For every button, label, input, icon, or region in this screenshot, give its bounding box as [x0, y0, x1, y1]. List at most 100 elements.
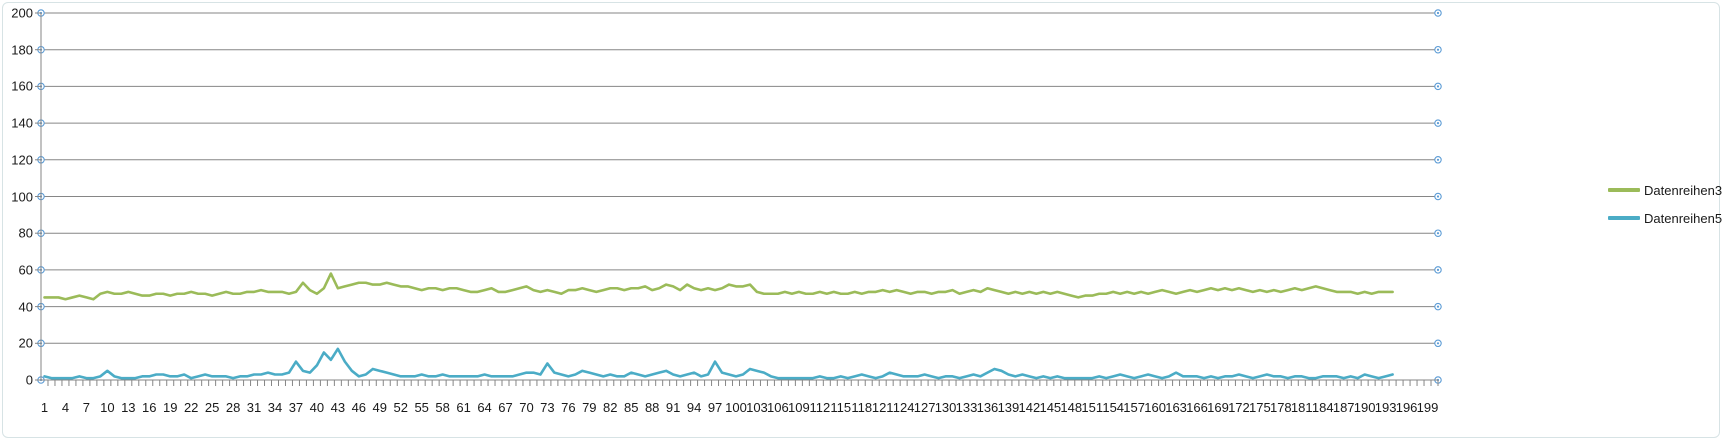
x-axis-tick-label: 28	[225, 400, 241, 415]
series-line-0	[43, 272, 1394, 301]
axis-end-marker-dot	[1436, 232, 1440, 235]
x-axis-tick-label: 178	[1269, 400, 1292, 415]
x-axis-tick-label: 46	[351, 400, 367, 415]
x-axis-tick-label: 85	[623, 400, 639, 415]
axis-end-marker-dot	[1436, 85, 1440, 88]
x-axis-tick-label: 118	[851, 400, 873, 415]
x-axis-tick-label: 136	[976, 400, 999, 415]
x-axis-tick-label: 175	[1249, 400, 1271, 415]
x-axis-tick-label: 73	[540, 400, 555, 415]
x-axis-tick-label: 16	[142, 400, 157, 415]
axis-end-marker-dot	[1436, 195, 1440, 198]
x-axis-tick-label: 166	[1186, 400, 1208, 415]
axis-end-marker-dot	[1436, 305, 1440, 308]
legend-item-label: Datenreihen3	[1644, 182, 1723, 198]
x-axis-tick-label: 88	[644, 400, 660, 415]
x-axis-tick-label: 79	[582, 400, 597, 415]
x-axis-tick-label: 40	[309, 400, 325, 415]
legend-item-0[interactable]: Datenreihen3	[1608, 178, 1722, 202]
x-axis-tick-label: 34	[267, 400, 283, 415]
x-axis-tick-label: 49	[372, 400, 387, 415]
y-axis-tick-label: 200	[11, 5, 33, 21]
x-axis-tick-label: 193	[1374, 400, 1397, 415]
series-line-1	[43, 347, 1394, 380]
x-axis-tick-label: 160	[1144, 400, 1166, 415]
x-axis-tick-label: 7	[82, 400, 91, 415]
x-axis-tick-label: 10	[100, 400, 115, 415]
x-axis-tick-label: 37	[288, 400, 304, 415]
x-axis-tick-label: 13	[121, 400, 136, 415]
x-axis-tick-label: 52	[393, 400, 408, 415]
axis-end-marker-dot	[1436, 48, 1440, 51]
x-axis-tick-label: 94	[686, 400, 702, 415]
y-axis-tick-label: 20	[18, 335, 33, 351]
x-axis-tick-label: 67	[498, 400, 513, 415]
axis-end-marker-dot	[1436, 342, 1440, 345]
x-axis-tick-label: 121	[871, 400, 894, 415]
x-axis-tick-label: 25	[204, 400, 220, 415]
y-axis-tick-label: 160	[11, 78, 33, 94]
x-axis-tick-label: 124	[892, 400, 915, 415]
axis-end-marker-dot	[1436, 11, 1440, 15]
x-axis-tick-label: 169	[1207, 400, 1229, 415]
x-axis-tick-label: 109	[788, 400, 810, 415]
x-axis-tick-label: 181	[1290, 400, 1313, 415]
x-axis-tick-label: 58	[435, 400, 450, 415]
x-axis-tick-label: 106	[767, 400, 789, 415]
x-axis-tick-label: 133	[955, 400, 978, 415]
x-axis-tick-label: 91	[665, 400, 681, 415]
x-axis-tick-label: 130	[934, 400, 957, 415]
y-axis-tick-label: 120	[11, 152, 33, 168]
x-axis-tick-label: 82	[603, 400, 618, 415]
y-axis-tick-label: 40	[18, 299, 33, 315]
x-axis-tick-label: 64	[477, 400, 492, 415]
x-axis-tick-label: 115	[830, 400, 852, 415]
x-axis-tick-label: 61	[456, 400, 471, 415]
x-axis-tick-label: 190	[1353, 400, 1376, 415]
x-axis-tick-label: 139	[997, 400, 1020, 415]
x-axis-tick-label: 148	[1060, 400, 1083, 415]
y-axis-tick-label: 80	[18, 225, 33, 241]
x-axis-tick-label: 103	[746, 400, 768, 415]
legend-swatch-icon	[1608, 216, 1640, 220]
chart-legend: Datenreihen3 Datenreihen5	[1608, 178, 1722, 234]
legend-swatch-icon	[1608, 188, 1640, 192]
x-axis-tick-label: 172	[1228, 400, 1250, 415]
x-axis-tick-label: 187	[1332, 400, 1355, 415]
x-axis-tick-label: 19	[162, 400, 178, 415]
x-axis-tick-label: 97	[707, 400, 723, 415]
x-axis-tick-label: 76	[561, 400, 576, 415]
x-axis-tick-label: 142	[1018, 400, 1041, 415]
x-axis-tick-label: 31	[246, 400, 262, 415]
y-axis-tick-label: 140	[11, 115, 33, 131]
axis-end-marker-dot	[1436, 122, 1440, 125]
x-axis-tick-label: 43	[330, 400, 346, 415]
x-axis-tick-label: 70	[519, 400, 534, 415]
x-axis-tick-label: 4	[61, 400, 70, 415]
y-axis-tick-label: 100	[11, 189, 33, 204]
x-axis-tick-label: 22	[183, 400, 199, 415]
x-axis-tick-label: 196	[1395, 400, 1418, 415]
legend-item-label: Datenreihen5	[1644, 210, 1723, 226]
y-axis-tick-label: 60	[18, 262, 33, 278]
x-axis-tick-label: 199	[1416, 400, 1439, 415]
axis-end-marker-dot	[1436, 268, 1440, 271]
x-axis-tick-label: 151	[1081, 400, 1104, 415]
x-axis-tick-label: 154	[1102, 400, 1125, 415]
x-axis-tick-label: 157	[1123, 400, 1145, 415]
y-axis-tick-label: 180	[11, 42, 33, 58]
x-axis-tick-label: 55	[414, 400, 429, 415]
x-axis-tick-label: 100	[725, 400, 747, 415]
x-axis-tick-label: 145	[1039, 400, 1062, 415]
legend-item-1[interactable]: Datenreihen5	[1608, 206, 1722, 230]
x-axis-tick-label: 163	[1165, 400, 1187, 415]
x-axis-tick-label: 184	[1311, 400, 1334, 415]
x-axis-tick-label: 1	[40, 400, 49, 415]
x-axis-tick-label: 127	[913, 400, 936, 415]
axis-end-marker-dot	[1436, 158, 1440, 161]
y-axis-tick-label: 0	[25, 372, 33, 388]
x-axis-tick-label: 112	[809, 400, 831, 415]
